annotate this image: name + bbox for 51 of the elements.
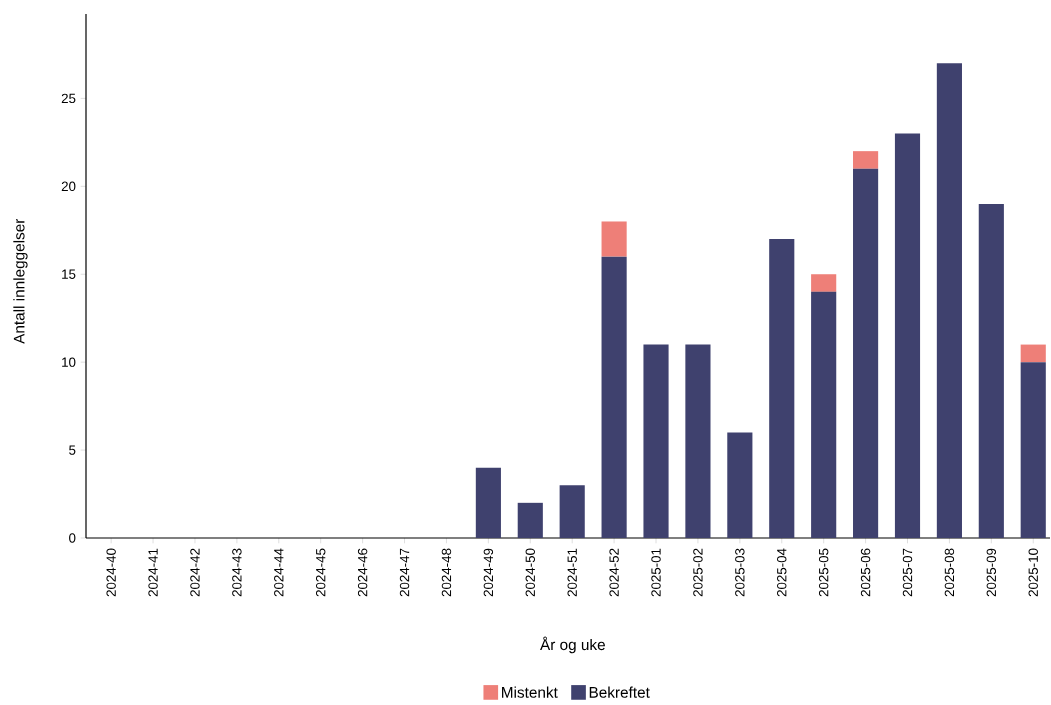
bar — [517, 502, 543, 538]
x-tick-label: 2025-02 — [693, 548, 703, 597]
x-tick-label: 2024-50 — [525, 548, 535, 597]
x-tick-label: 2024-48 — [441, 548, 452, 597]
bar — [1020, 344, 1046, 363]
bar — [475, 467, 501, 538]
x-tick-label: 2024-41 — [148, 548, 158, 597]
y-tick-label: 10 — [62, 357, 76, 367]
x-tick-label: 2025-01 — [651, 548, 661, 597]
bar — [1020, 362, 1046, 538]
bar — [853, 168, 879, 538]
legend-label: Mistenkt — [502, 686, 558, 698]
y-tick-label: 20 — [61, 181, 76, 192]
legend-label: Bekreftet — [589, 686, 650, 698]
bar — [894, 133, 921, 538]
x-tick-label: 2025-03 — [735, 548, 745, 597]
x-tick-label: 2025-06 — [860, 548, 871, 597]
x-tick-label: 2025-10 — [1028, 548, 1038, 597]
bar — [727, 432, 753, 538]
bar — [685, 344, 711, 538]
bar — [811, 274, 837, 292]
x-tick-label: 2025-09 — [986, 548, 997, 597]
y-tick-label: 0 — [69, 533, 76, 543]
x-tick-label: 2024-40 — [106, 548, 116, 597]
y-axis-title: Antall innleggelser — [13, 218, 28, 344]
bar — [559, 485, 585, 538]
y-tick-label: 25 — [61, 93, 76, 104]
x-tick-label: 2025-07 — [902, 548, 913, 597]
bar — [769, 239, 795, 538]
x-tick-label: 2025-08 — [944, 548, 955, 597]
y-tick-label: 15 — [62, 269, 76, 279]
x-tick-label: 2024-47 — [399, 548, 410, 597]
bar — [643, 344, 669, 538]
y-tick-label: 5 — [69, 445, 76, 455]
bar — [853, 151, 879, 169]
bar — [601, 256, 627, 538]
bar — [936, 63, 962, 538]
x-tick-label: 2024-49 — [483, 548, 494, 597]
x-tick-label: 2025-04 — [777, 548, 787, 597]
x-tick-label: 2024-52 — [609, 548, 619, 597]
x-tick-label: 2025-05 — [818, 548, 829, 597]
x-tick-label: 2024-46 — [357, 548, 368, 597]
bar — [978, 203, 1004, 538]
x-axis-title: År og uke — [540, 636, 605, 654]
bar — [601, 221, 627, 257]
x-tick-label: 2024-43 — [232, 548, 242, 597]
x-tick-label: 2024-45 — [316, 548, 326, 597]
x-tick-label: 2024-51 — [567, 548, 577, 597]
x-tick-label: 2024-42 — [190, 548, 200, 597]
bar — [811, 291, 837, 538]
x-tick-label: 2024-44 — [274, 548, 284, 597]
